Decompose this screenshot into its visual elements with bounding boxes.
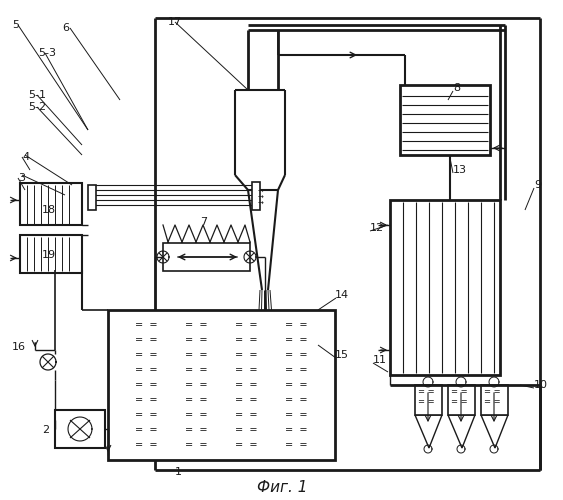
Bar — [390, 200, 500, 375]
Text: 9: 9 — [534, 180, 541, 190]
Text: =  =: = = — [285, 380, 307, 390]
Text: =  =: = = — [285, 440, 307, 450]
Text: →: → — [258, 195, 264, 201]
Text: =  =: = = — [135, 335, 158, 345]
Bar — [481, 385, 508, 415]
Bar — [415, 385, 442, 415]
Text: = =: = = — [451, 398, 468, 406]
Text: 5-1: 5-1 — [28, 90, 46, 100]
Text: 8: 8 — [453, 83, 460, 93]
Bar — [252, 182, 260, 210]
Text: =  =: = = — [185, 395, 208, 405]
Text: =  =: = = — [135, 350, 158, 360]
Text: 5: 5 — [12, 20, 19, 30]
Polygon shape — [481, 415, 508, 448]
Text: 10: 10 — [534, 380, 548, 390]
Text: = =: = = — [418, 388, 435, 396]
Bar — [108, 310, 335, 460]
Text: Фиг. 1: Фиг. 1 — [257, 480, 307, 496]
Text: =  =: = = — [235, 410, 257, 420]
Text: =  =: = = — [235, 335, 257, 345]
Text: 4: 4 — [22, 152, 29, 162]
Bar — [163, 243, 250, 271]
Text: 5-3: 5-3 — [38, 48, 56, 58]
Text: 17: 17 — [168, 17, 182, 27]
Text: 14: 14 — [335, 290, 349, 300]
Text: =  =: = = — [285, 395, 307, 405]
Text: =  =: = = — [235, 365, 257, 375]
Bar — [400, 85, 490, 155]
Text: =  =: = = — [235, 380, 257, 390]
Text: =  =: = = — [185, 425, 208, 435]
Text: =  =: = = — [185, 410, 208, 420]
Text: =  =: = = — [135, 365, 158, 375]
Text: = =: = = — [451, 388, 468, 396]
Text: =  =: = = — [185, 380, 208, 390]
Bar — [20, 183, 82, 225]
Text: = =: = = — [484, 388, 501, 396]
Text: =  =: = = — [135, 440, 158, 450]
Text: 19: 19 — [42, 250, 56, 260]
Text: 16: 16 — [12, 342, 26, 352]
Text: = =: = = — [418, 398, 435, 406]
Text: 6: 6 — [62, 23, 69, 33]
Polygon shape — [415, 415, 442, 448]
Text: =  =: = = — [235, 320, 257, 330]
Text: =  =: = = — [285, 425, 307, 435]
Polygon shape — [448, 415, 475, 448]
Text: =  =: = = — [185, 350, 208, 360]
Text: =  =: = = — [285, 350, 307, 360]
Text: =  =: = = — [135, 410, 158, 420]
Text: →: → — [258, 201, 264, 207]
Text: 1: 1 — [175, 467, 182, 477]
Text: =  =: = = — [235, 395, 257, 405]
Text: =  =: = = — [285, 410, 307, 420]
Text: =  =: = = — [135, 425, 158, 435]
Text: 2: 2 — [42, 425, 49, 435]
Text: =  =: = = — [135, 320, 158, 330]
Text: 3: 3 — [18, 173, 25, 183]
Text: =  =: = = — [185, 365, 208, 375]
Bar — [448, 385, 475, 415]
Text: =  =: = = — [235, 440, 257, 450]
Text: =  =: = = — [235, 425, 257, 435]
Text: 13: 13 — [453, 165, 467, 175]
Text: 18: 18 — [42, 205, 56, 215]
Text: =  =: = = — [135, 380, 158, 390]
Text: 11: 11 — [373, 355, 387, 365]
Text: =  =: = = — [235, 350, 257, 360]
Text: →: → — [258, 189, 264, 195]
Text: =  =: = = — [185, 320, 208, 330]
Text: 7: 7 — [200, 217, 207, 227]
Bar — [20, 235, 82, 273]
Bar — [55, 410, 105, 448]
Text: =  =: = = — [135, 395, 158, 405]
Text: =  =: = = — [285, 320, 307, 330]
Text: 5-2: 5-2 — [28, 102, 46, 112]
Text: =  =: = = — [185, 440, 208, 450]
Text: =  =: = = — [285, 365, 307, 375]
Bar — [88, 185, 96, 210]
Text: 12: 12 — [370, 223, 384, 233]
Text: = =: = = — [484, 398, 501, 406]
Text: =  =: = = — [185, 335, 208, 345]
Text: =  =: = = — [285, 335, 307, 345]
Text: 15: 15 — [335, 350, 349, 360]
